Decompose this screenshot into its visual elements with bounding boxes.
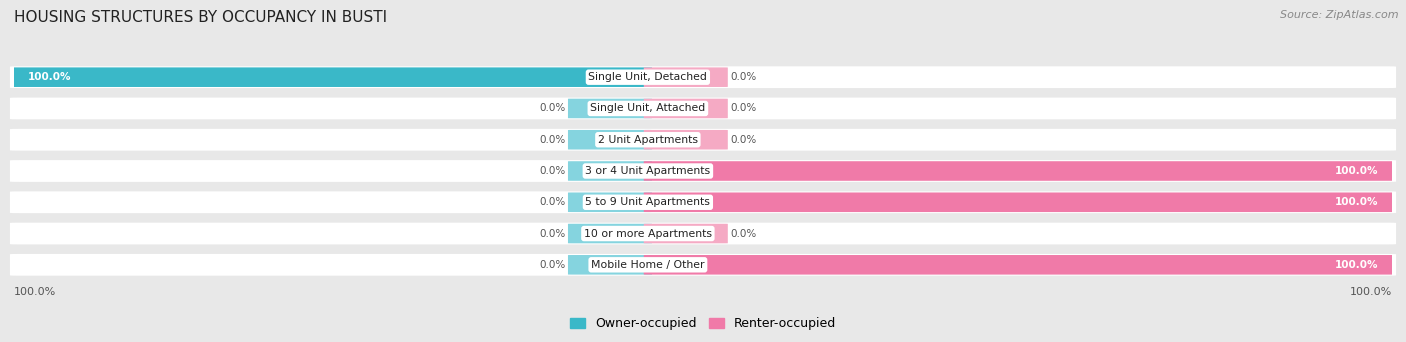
FancyBboxPatch shape	[568, 224, 652, 243]
FancyBboxPatch shape	[10, 129, 1396, 150]
Text: 100.0%: 100.0%	[1334, 197, 1378, 207]
FancyBboxPatch shape	[644, 130, 728, 149]
FancyBboxPatch shape	[10, 66, 1396, 88]
FancyBboxPatch shape	[568, 161, 652, 181]
Text: 0.0%: 0.0%	[538, 228, 565, 238]
Text: Single Unit, Detached: Single Unit, Detached	[589, 72, 707, 82]
Text: 100.0%: 100.0%	[1334, 260, 1378, 270]
FancyBboxPatch shape	[644, 193, 1396, 212]
FancyBboxPatch shape	[10, 192, 1396, 213]
Legend: Owner-occupied, Renter-occupied: Owner-occupied, Renter-occupied	[565, 313, 841, 336]
Text: 100.0%: 100.0%	[14, 287, 56, 297]
FancyBboxPatch shape	[644, 224, 728, 243]
Text: 0.0%: 0.0%	[538, 166, 565, 176]
Text: 0.0%: 0.0%	[731, 228, 756, 238]
Text: 0.0%: 0.0%	[538, 135, 565, 145]
FancyBboxPatch shape	[644, 161, 1396, 181]
Text: 0.0%: 0.0%	[731, 72, 756, 82]
FancyBboxPatch shape	[644, 67, 728, 87]
FancyBboxPatch shape	[568, 99, 652, 118]
Text: 10 or more Apartments: 10 or more Apartments	[583, 228, 711, 238]
Text: 0.0%: 0.0%	[538, 104, 565, 114]
FancyBboxPatch shape	[10, 97, 1396, 119]
Text: 0.0%: 0.0%	[538, 260, 565, 270]
Text: 0.0%: 0.0%	[731, 104, 756, 114]
FancyBboxPatch shape	[10, 67, 652, 87]
FancyBboxPatch shape	[644, 255, 1396, 275]
Text: Source: ZipAtlas.com: Source: ZipAtlas.com	[1281, 10, 1399, 20]
FancyBboxPatch shape	[10, 223, 1396, 245]
Text: Single Unit, Attached: Single Unit, Attached	[591, 104, 706, 114]
Text: 0.0%: 0.0%	[538, 197, 565, 207]
FancyBboxPatch shape	[10, 160, 1396, 182]
FancyBboxPatch shape	[568, 130, 652, 149]
FancyBboxPatch shape	[644, 99, 728, 118]
Text: 5 to 9 Unit Apartments: 5 to 9 Unit Apartments	[585, 197, 710, 207]
Text: 2 Unit Apartments: 2 Unit Apartments	[598, 135, 697, 145]
Text: 100.0%: 100.0%	[1350, 287, 1392, 297]
Text: 100.0%: 100.0%	[1334, 166, 1378, 176]
Text: HOUSING STRUCTURES BY OCCUPANCY IN BUSTI: HOUSING STRUCTURES BY OCCUPANCY IN BUSTI	[14, 10, 387, 25]
Text: 0.0%: 0.0%	[731, 135, 756, 145]
FancyBboxPatch shape	[10, 254, 1396, 276]
Text: Mobile Home / Other: Mobile Home / Other	[591, 260, 704, 270]
Text: 3 or 4 Unit Apartments: 3 or 4 Unit Apartments	[585, 166, 710, 176]
FancyBboxPatch shape	[568, 255, 652, 275]
FancyBboxPatch shape	[568, 193, 652, 212]
Text: 100.0%: 100.0%	[28, 72, 72, 82]
